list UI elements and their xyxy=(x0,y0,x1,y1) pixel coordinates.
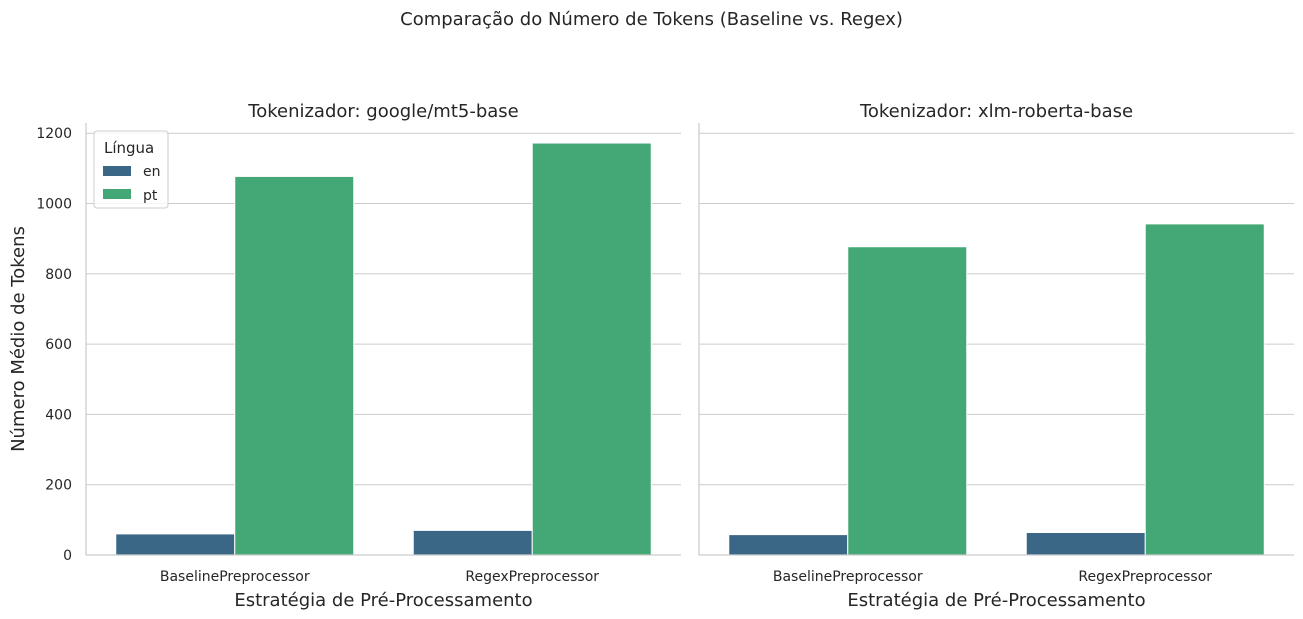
y-tick-label-1200: 1200 xyxy=(36,126,72,142)
x-ticks-xlmr: BaselinePreprocessor RegexPreprocessor xyxy=(773,569,1212,585)
x-tick-label-xlmr-RegexPreprocessor: RegexPreprocessor xyxy=(1078,569,1212,585)
y-tick-label-1000: 1000 xyxy=(36,197,72,213)
panel-title-mt5: Tokenizador: google/mt5-base xyxy=(247,101,518,122)
x-tick-label-mt5-BaselinePreprocessor: BaselinePreprocessor xyxy=(160,569,310,585)
bar-xlmr-RegexPreprocessor-pt xyxy=(1144,223,1265,556)
bar-mt5-BaselinePreprocessor-en xyxy=(115,533,236,556)
panel-mt5: Tokenizador: google/mt5-base 0 200 400 600 8… xyxy=(36,101,681,611)
x-axis-label-xlmr: Estratégia de Pré-Processamento xyxy=(847,590,1145,611)
bar-xlmr-RegexPreprocessor-en xyxy=(1025,532,1146,556)
bars-xlmr xyxy=(728,223,1265,556)
x-tick-label-xlmr-BaselinePreprocessor: BaselinePreprocessor xyxy=(773,569,923,585)
legend-swatch-pt xyxy=(103,189,131,199)
legend-title: Língua xyxy=(104,139,154,157)
y-tick-label-600: 600 xyxy=(45,337,72,353)
bar-xlmr-BaselinePreprocessor-en xyxy=(728,534,849,556)
y-tick-label-200: 200 xyxy=(45,478,72,494)
bars-mt5 xyxy=(115,142,652,556)
panel-xlmr: Tokenizador: xlm-roberta-base BaselinePr… xyxy=(698,101,1294,611)
legend-label-en: en xyxy=(143,164,161,180)
legend-label-pt: pt xyxy=(143,188,158,204)
bar-mt5-RegexPreprocessor-pt xyxy=(531,142,652,556)
x-tick-label-mt5-RegexPreprocessor: RegexPreprocessor xyxy=(465,569,599,585)
y-tick-label-0: 0 xyxy=(63,548,72,564)
y-tick-label-400: 400 xyxy=(45,407,72,423)
panel-title-xlmr: Tokenizador: xlm-roberta-base xyxy=(859,101,1133,122)
bar-mt5-RegexPreprocessor-en xyxy=(412,529,533,556)
y-axis-label: Número Médio de Tokens xyxy=(8,226,29,452)
figure-suptitle: Comparação do Número de Tokens (Baseline… xyxy=(400,9,903,30)
legend-swatch-en xyxy=(103,166,131,176)
bar-xlmr-BaselinePreprocessor-pt xyxy=(847,246,968,556)
x-axis-label-mt5: Estratégia de Pré-Processamento xyxy=(234,590,532,611)
legend: Língua en pt xyxy=(93,130,169,209)
y-ticks-mt5: 0 200 400 600 800 1000 1200 xyxy=(36,126,72,564)
y-tick-label-800: 800 xyxy=(45,267,72,283)
bar-mt5-BaselinePreprocessor-pt xyxy=(234,175,355,556)
x-ticks-mt5: BaselinePreprocessor RegexPreprocessor xyxy=(160,569,599,585)
